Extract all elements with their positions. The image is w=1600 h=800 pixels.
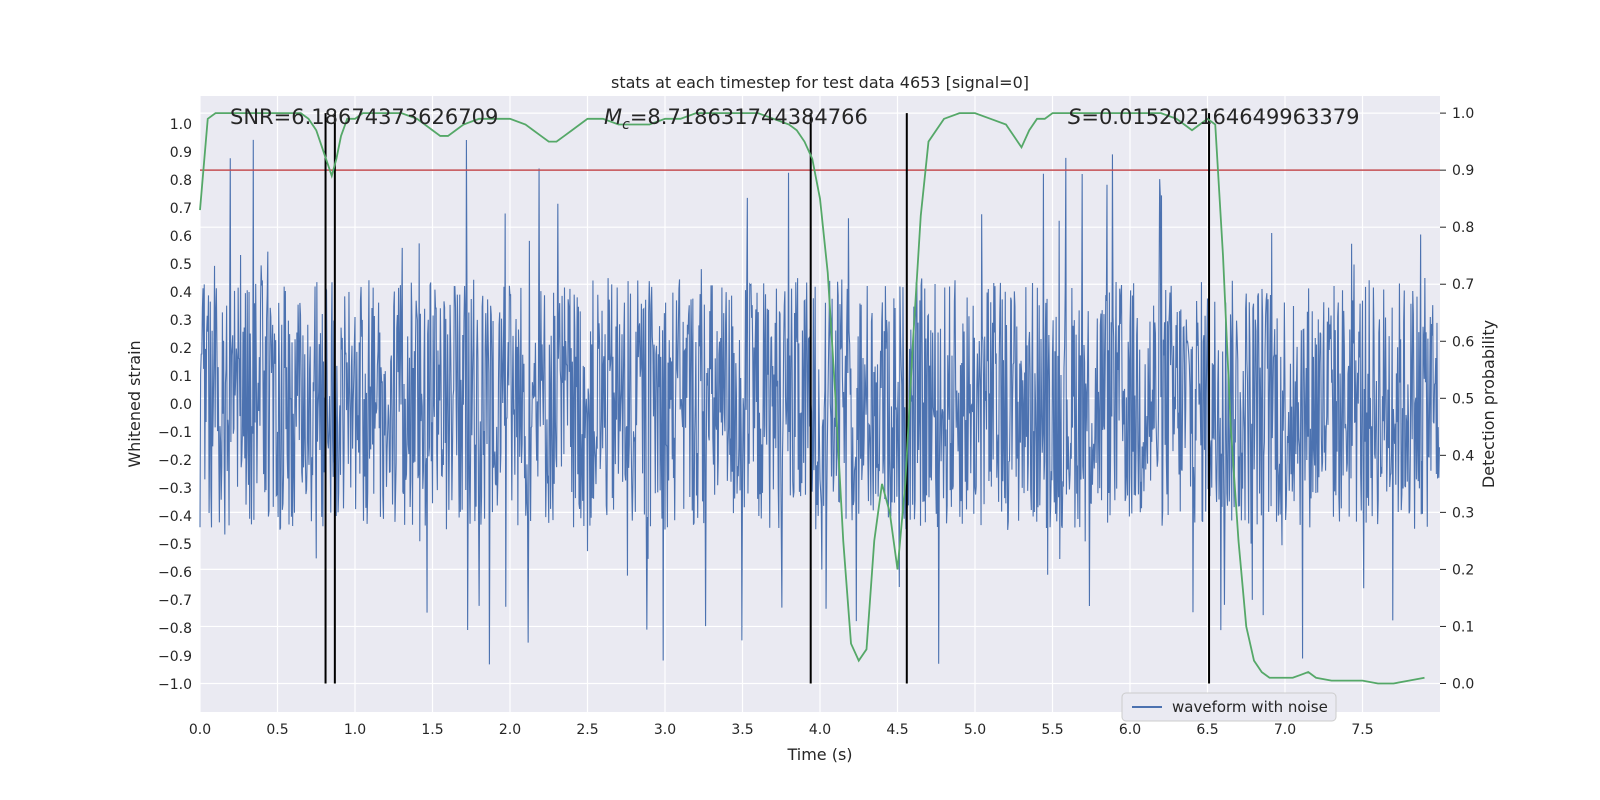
x-tick-label: 4.0	[809, 722, 831, 738]
right-tick-label: 0.6	[1452, 334, 1474, 350]
right-tick-label: 0.1	[1452, 619, 1474, 635]
x-tick-label: 2.0	[499, 722, 521, 738]
x-tick-label: 0.5	[266, 722, 288, 738]
vertical-markers	[324, 113, 1211, 684]
right-tick-label: 0.9	[1452, 163, 1474, 179]
snr-stat: SNR=6.18674373626709	[230, 105, 498, 129]
waveform-line	[199, 139, 1440, 665]
left-tick-label: 1.0	[170, 117, 192, 133]
left-tick-label: −0.3	[158, 481, 192, 497]
x-tick-label: 7.5	[1351, 722, 1373, 738]
left-tick-label: −0.6	[158, 565, 192, 581]
s-value: =0.015202164649963379	[1081, 105, 1359, 129]
waveform-series	[199, 139, 1440, 665]
left-tick-label: −0.8	[158, 621, 192, 637]
legend: waveform with noise	[1121, 692, 1337, 722]
chirp-mass-value: =8.718631744384766	[630, 105, 868, 129]
left-tick-label: −1.0	[158, 677, 192, 693]
left-tick-label: −0.5	[158, 537, 192, 553]
left-tick-label: 0.2	[170, 341, 192, 357]
left-tick-label: 0.9	[170, 145, 192, 161]
legend-label: waveform with noise	[1172, 698, 1328, 716]
x-tick-label: 7.0	[1274, 722, 1296, 738]
probability-line	[199, 112, 1425, 685]
x-tick-label: 6.0	[1119, 722, 1141, 738]
left-tick-label: −0.1	[158, 425, 192, 441]
s-symbol: S	[1068, 105, 1081, 129]
left-tick-label: 0.6	[170, 229, 192, 245]
x-tick-label: 6.5	[1196, 722, 1218, 738]
y-axis-label-left: Whitened strain	[125, 340, 144, 467]
x-tick-label: 0.0	[189, 722, 211, 738]
right-tick-label: 0.5	[1452, 391, 1474, 407]
chirp-mass-stat: Mc=8.718631744384766	[604, 105, 868, 133]
x-tick-label: 5.5	[1041, 722, 1063, 738]
left-tick-label: 0.0	[170, 397, 192, 413]
right-tick-label: 0.4	[1452, 448, 1474, 464]
x-tick-label: 3.0	[654, 722, 676, 738]
left-tick-label: 0.5	[170, 257, 192, 273]
left-tick-label: 0.3	[170, 313, 192, 329]
x-tick-label: 3.5	[731, 722, 753, 738]
legend-box	[1121, 692, 1337, 722]
left-tick-label: −0.2	[158, 453, 192, 469]
left-tick-label: 0.1	[170, 369, 192, 385]
x-tick-label: 4.5	[886, 722, 908, 738]
y-axis-label-right: Detection probability	[1479, 320, 1498, 488]
right-tick-label: 0.7	[1452, 277, 1474, 293]
right-tick-label: 0.2	[1452, 562, 1474, 578]
chirp-mass-subscript: c	[622, 117, 630, 133]
x-axis-label: Time (s)	[786, 745, 852, 764]
x-tick-label: 5.0	[964, 722, 986, 738]
right-tick-label: 0.3	[1452, 505, 1474, 521]
right-tick-label: 1.0	[1452, 106, 1474, 122]
left-tick-label: 0.7	[170, 201, 192, 217]
left-tick-label: 0.8	[170, 173, 192, 189]
right-tick-label: 0.8	[1452, 220, 1474, 236]
left-tick-label: −0.4	[158, 509, 192, 525]
right-tick-label: 0.0	[1452, 676, 1474, 692]
x-tick-label: 1.5	[421, 722, 443, 738]
x-tick-label: 1.0	[344, 722, 366, 738]
left-tick-label: 0.4	[170, 285, 192, 301]
left-tick-label: −0.9	[158, 649, 192, 665]
x-tick-label: 2.5	[576, 722, 598, 738]
chirp-mass-symbol: M	[604, 105, 622, 129]
chart-title: stats at each timestep for test data 465…	[611, 73, 1029, 92]
left-tick-label: −0.7	[158, 593, 192, 609]
s-stat: S=0.015202164649963379	[1068, 105, 1359, 129]
